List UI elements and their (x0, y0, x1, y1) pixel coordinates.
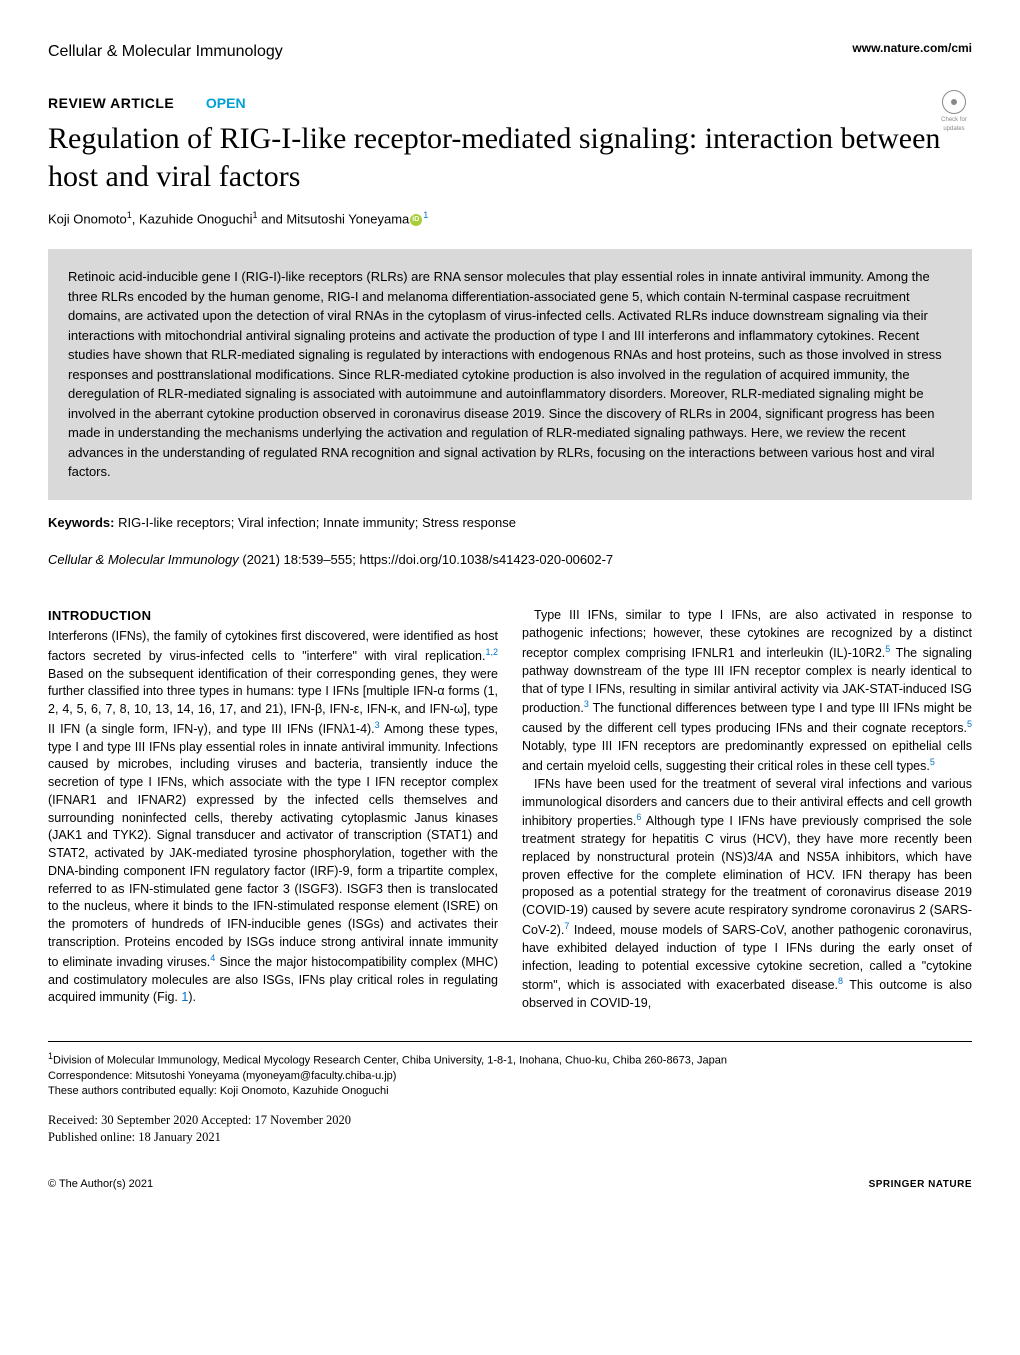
journal-url[interactable]: www.nature.com/cmi (852, 40, 972, 57)
keywords-values: RIG-I-like receptors; Viral infection; I… (118, 515, 516, 530)
published-date: Published online: 18 January 2021 (48, 1129, 972, 1147)
orcid-icon (410, 214, 422, 226)
received-date: Received: 30 September 2020 Accepted: 17… (48, 1112, 972, 1130)
publisher-logo: SPRINGER NATURE (869, 1178, 972, 1193)
check-updates-label: Check for updates (936, 116, 972, 133)
affiliation-text: 1Division of Molecular Immunology, Medic… (48, 1050, 972, 1069)
journal-name: Cellular & Molecular Immunology (48, 40, 283, 63)
citation: Cellular & Molecular Immunology (2021) 1… (48, 551, 972, 570)
article-title: Regulation of RIG-I-like receptor-mediat… (48, 120, 972, 195)
copyright: © The Author(s) 2021 (48, 1177, 153, 1193)
correspondence: Correspondence: Mitsutoshi Yoneyama (myo… (48, 1069, 972, 1084)
article-type: REVIEW ARTICLE (48, 95, 174, 111)
body-paragraph-3: IFNs have been used for the treatment of… (522, 776, 972, 1013)
citation-details: (2021) 18:539–555; (239, 552, 360, 567)
page-footer: © The Author(s) 2021 SPRINGER NATURE (48, 1177, 972, 1193)
footer-divider (48, 1041, 972, 1042)
author-list: Koji Onomoto1, Kazuhide Onoguchi1 and Mi… (48, 209, 972, 229)
contribution-note: These authors contributed equally: Koji … (48, 1084, 972, 1099)
keywords-row: Keywords: RIG-I-like receptors; Viral in… (48, 514, 972, 533)
open-access-badge: OPEN (206, 95, 246, 111)
check-updates-icon (942, 90, 966, 114)
publication-dates: Received: 30 September 2020 Accepted: 17… (48, 1112, 972, 1147)
check-updates-badge[interactable]: Check for updates (936, 90, 972, 126)
intro-heading: INTRODUCTION (48, 607, 498, 625)
body-paragraph-1: Interferons (IFNs), the family of cytoki… (48, 628, 498, 1007)
article-body: INTRODUCTION Interferons (IFNs), the fam… (48, 607, 972, 1013)
keywords-label: Keywords: (48, 515, 114, 530)
affiliation-block: 1Division of Molecular Immunology, Medic… (48, 1050, 972, 1100)
article-type-row: REVIEW ARTICLE OPEN (48, 93, 972, 114)
citation-doi[interactable]: https://doi.org/10.1038/s41423-020-00602… (359, 552, 613, 567)
abstract: Retinoic acid-inducible gene I (RIG-I)-l… (48, 249, 972, 500)
page-header: Cellular & Molecular Immunology www.natu… (48, 40, 972, 63)
citation-journal: Cellular & Molecular Immunology (48, 552, 239, 567)
body-paragraph-2: Type III IFNs, similar to type I IFNs, a… (522, 607, 972, 775)
